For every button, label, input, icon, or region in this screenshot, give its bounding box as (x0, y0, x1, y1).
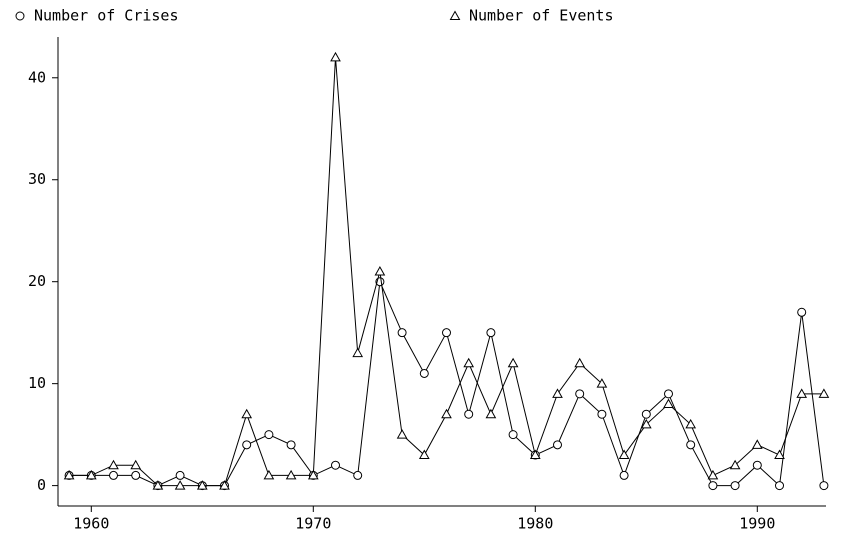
circle-marker (486, 328, 496, 338)
triangle-marker (552, 388, 563, 398)
triangle-marker (196, 480, 208, 490)
triangle-marker (441, 408, 452, 419)
triangle-marker (507, 357, 519, 368)
series-line (69, 279, 825, 487)
triangle-marker (618, 449, 630, 460)
y-tick-label: 20 (28, 272, 46, 290)
triangle-marker (396, 429, 408, 439)
circle-marker (686, 440, 696, 450)
triangle-marker (485, 408, 497, 419)
triangle-marker (130, 459, 142, 470)
triangle-marker (574, 357, 586, 368)
circle-marker (664, 389, 673, 399)
circle-marker (419, 368, 429, 378)
circle-marker (597, 409, 607, 419)
circle-marker (264, 430, 274, 440)
triangle-marker (85, 469, 97, 480)
triangle-marker (774, 449, 785, 460)
triangle-marker (640, 418, 652, 429)
circle-marker (242, 440, 252, 450)
circle-marker (331, 460, 340, 470)
triangle-marker (729, 459, 741, 470)
triangle-marker (529, 449, 541, 460)
triangle-marker (174, 480, 186, 490)
x-tick-label: 1960 (73, 515, 109, 533)
triangle-marker (219, 480, 230, 490)
circle-marker (464, 409, 474, 419)
triangle-marker (352, 347, 364, 358)
triangle-marker (751, 439, 763, 449)
triangle-marker (241, 408, 253, 419)
triangle-marker (152, 480, 164, 490)
triangle-marker (449, 10, 461, 20)
triangle-marker (108, 459, 119, 470)
circle-marker (15, 11, 25, 21)
circle-marker (797, 307, 807, 317)
circle-marker (397, 328, 407, 338)
legend-label: Number of Events (469, 7, 614, 25)
y-tick-label: 0 (37, 476, 46, 494)
circle-marker (109, 470, 118, 480)
triangle-marker (796, 388, 808, 398)
triangle-marker (663, 398, 674, 409)
circle-marker (286, 440, 296, 450)
circle-marker (641, 409, 651, 419)
triangle-marker (263, 469, 275, 480)
triangle-marker (285, 469, 297, 480)
triangle-marker (685, 418, 697, 429)
triangle-marker (307, 469, 319, 480)
circle-marker (508, 430, 518, 440)
circle-marker (175, 470, 185, 480)
circle-marker (442, 328, 451, 338)
triangle-marker (418, 449, 430, 460)
triangle-marker (374, 265, 386, 276)
x-tick-label: 1990 (739, 515, 775, 533)
circle-marker (353, 470, 363, 480)
triangle-marker (707, 469, 719, 480)
triangle-marker (63, 469, 75, 480)
x-tick-label: 1980 (517, 515, 553, 533)
circle-marker (752, 460, 762, 470)
circle-marker (819, 481, 829, 491)
y-tick-label: 40 (28, 68, 46, 86)
y-tick-label: 10 (28, 374, 46, 392)
triangle-marker (463, 357, 475, 368)
legend-label: Number of Crises (34, 7, 179, 25)
circle-marker (619, 470, 629, 480)
circle-marker (708, 481, 718, 491)
y-tick-label: 30 (28, 170, 46, 188)
x-tick-label: 1970 (295, 515, 331, 533)
circle-marker (775, 481, 784, 491)
triangle-marker (330, 51, 341, 62)
circle-marker (730, 481, 740, 491)
triangle-marker (818, 388, 830, 398)
series-line (69, 57, 824, 487)
circle-marker (131, 470, 141, 480)
triangle-marker (596, 378, 608, 388)
circle-marker (553, 440, 562, 450)
circle-marker (575, 389, 585, 399)
